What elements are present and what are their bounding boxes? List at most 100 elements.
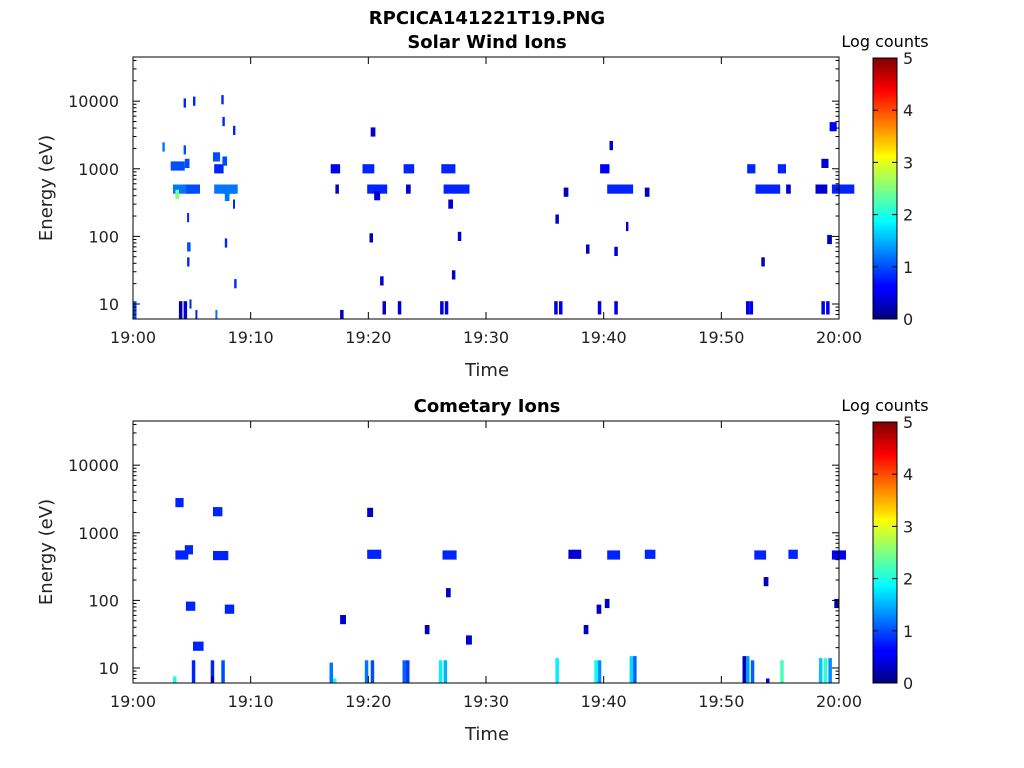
colorbar-tick-label: 4 xyxy=(903,101,913,120)
plot-frame xyxy=(132,420,840,684)
heatmap-column xyxy=(183,301,188,319)
heatmap-cell xyxy=(224,604,235,614)
heatmap-cell xyxy=(189,299,192,309)
y-tick-label: 100 xyxy=(88,227,119,246)
heatmap-cell xyxy=(335,184,339,194)
heatmap-cell xyxy=(213,551,229,561)
heatmap-column xyxy=(746,656,750,683)
x-tick-label: 19:30 xyxy=(463,328,509,347)
x-tick-label: 20:00 xyxy=(816,328,862,347)
heatmap-cell xyxy=(821,158,829,168)
heatmap-cell xyxy=(340,615,346,625)
heatmap-column xyxy=(826,301,830,315)
heatmap-cell xyxy=(586,244,590,254)
figure-title: RPCICA141221T19.PNG xyxy=(369,8,605,29)
heatmap-column xyxy=(594,660,598,683)
heatmap-cell xyxy=(175,189,179,199)
heatmap-column xyxy=(742,656,746,683)
colorbar-tick-label: 1 xyxy=(903,258,913,277)
heatmap-cell xyxy=(563,187,569,197)
colorbar-tick-label: 5 xyxy=(903,49,913,68)
heatmap-column xyxy=(443,660,448,683)
heatmap-cell xyxy=(222,156,228,166)
heatmap-cell xyxy=(340,309,344,320)
heatmap-column xyxy=(819,658,823,683)
heatmap-column xyxy=(633,656,637,683)
x-tick-label: 19:40 xyxy=(581,692,627,711)
heatmap-cell xyxy=(214,164,224,174)
heatmap-column xyxy=(370,660,375,683)
heatmap-cell xyxy=(442,550,457,560)
heatmap-cell xyxy=(193,641,204,651)
heatmap-cell xyxy=(831,184,855,194)
heatmap-cell xyxy=(424,625,430,635)
heatmap-cell xyxy=(457,231,462,241)
y-tick-label: 10000 xyxy=(68,456,119,475)
x-axis-label: Time xyxy=(464,724,509,745)
heatmap-cell xyxy=(362,164,375,174)
heatmap-cell xyxy=(233,125,236,135)
heatmap-cell xyxy=(754,550,767,560)
heatmap-column xyxy=(749,301,754,315)
colorbar-label: Log counts xyxy=(841,32,928,51)
heatmap-column xyxy=(173,676,177,683)
heatmap-cell xyxy=(380,276,384,286)
heatmap-cell xyxy=(175,550,189,560)
heatmap-cell xyxy=(162,142,165,152)
heatmap-cell xyxy=(609,141,613,151)
heatmap-column xyxy=(780,660,784,683)
heatmap-cell xyxy=(763,577,769,587)
heatmap-cell xyxy=(596,604,602,614)
heatmap-cell xyxy=(215,309,218,320)
heatmap-cell xyxy=(187,213,190,223)
heatmap-cell xyxy=(367,549,382,559)
heatmap-cell xyxy=(406,184,411,194)
heatmap-cell xyxy=(183,145,186,155)
heatmap-cell xyxy=(184,545,193,555)
axis-ticks: 19:00 19:10 19:20 19:30 19:40 19:50 20:00 10 100… xyxy=(68,57,862,347)
colorbar-tick-label: 3 xyxy=(903,153,913,172)
heatmap-column xyxy=(766,678,770,683)
colorbar-tick-label: 0 xyxy=(903,310,913,329)
heatmap-cell xyxy=(224,191,230,201)
heatmap-cell xyxy=(195,309,198,320)
heatmap-cell xyxy=(213,152,221,162)
heatmap-cell xyxy=(224,238,228,248)
solar-wind-panel: Solar Wind Ions 19:00 19:10 19:20 19:30 19:4… xyxy=(36,32,929,381)
heatmap-cell xyxy=(185,601,196,611)
colorbar-tick-label: 4 xyxy=(903,465,913,484)
heatmap-cells xyxy=(133,95,855,320)
heatmap-cell xyxy=(568,549,582,559)
heatmap-cell xyxy=(170,161,185,171)
heatmap-cell xyxy=(185,184,200,194)
heatmap-column xyxy=(821,301,825,315)
y-tick-label: 1000 xyxy=(78,524,119,543)
colorbar: Log counts 0 1 2 3 4 5 xyxy=(841,32,928,329)
heatmap-column xyxy=(191,660,196,683)
x-tick-label: 20:00 xyxy=(816,692,862,711)
axis-ticks: 19:00 19:10 19:20 19:30 19:40 19:50 20:00 10 100… xyxy=(68,421,862,711)
heatmap-cell xyxy=(222,116,225,127)
heatmap-column xyxy=(333,678,337,683)
heatmap-cell xyxy=(374,191,381,201)
y-tick-label: 10 xyxy=(99,659,119,678)
y-tick-label: 1000 xyxy=(78,160,119,179)
heatmap-cell xyxy=(604,598,610,609)
heatmap-cell xyxy=(187,242,191,252)
heatmap-column xyxy=(823,658,828,683)
heatmap-cell xyxy=(607,550,621,560)
heatmap-cell xyxy=(761,257,765,267)
heatmap-column xyxy=(210,660,215,677)
heatmap-column xyxy=(614,301,618,315)
heatmap-cell xyxy=(451,270,456,280)
heatmap-column xyxy=(221,660,225,683)
heatmap-cell xyxy=(369,233,373,243)
heatmap-column xyxy=(559,301,563,315)
heatmap-column xyxy=(440,301,444,315)
heatmap-column xyxy=(555,658,559,683)
heatmap-cell xyxy=(827,234,832,245)
plot-area xyxy=(133,421,839,683)
heatmap-cell xyxy=(234,279,237,289)
heatmap-cell xyxy=(370,127,376,137)
